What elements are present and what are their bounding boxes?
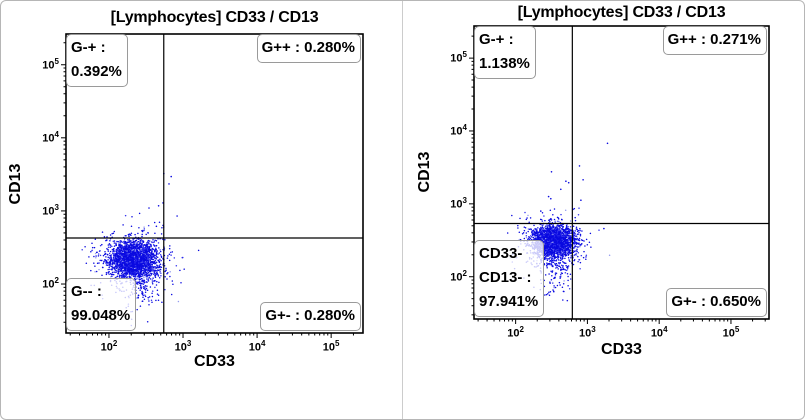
x-axis-label-right: CD33: [601, 341, 642, 358]
plot-border: [65, 33, 364, 334]
quadrant-stat-left-Gplusminus: G+- : 0.280%: [260, 302, 361, 331]
x-tick-label: 102: [507, 325, 524, 340]
stat-line: G+- : 0.280%: [265, 307, 355, 324]
x-tick-label: 105: [322, 339, 340, 354]
stat-line: 0.392%: [71, 63, 122, 80]
y-tick-label: 103: [450, 195, 467, 211]
quadrant-stat-left-Gminusminus: G-- : 99.048%: [66, 278, 137, 331]
quadrant-stat-left-Gplusplus: G++ : 0.280%: [256, 34, 361, 63]
plot-border: [473, 25, 770, 320]
scatter-points: [81, 172, 200, 327]
quadrant-stat-left-Gminusplus: G-+ : 0.392%: [66, 34, 128, 87]
y-tick-label: 105: [42, 56, 59, 72]
stat-line: CD13- :: [479, 269, 532, 286]
stat-line: 97.941%: [479, 293, 539, 310]
stat-line: G++ : 0.271%: [667, 31, 761, 48]
x-tick-label: 104: [650, 325, 668, 340]
stat-line: G+- : 0.650%: [671, 293, 761, 310]
quadrant-stat-right-Gplusplus: G++ : 0.271%: [662, 26, 767, 55]
stat-line: CD33-: [479, 245, 523, 262]
x-tick-label: 105: [722, 325, 740, 340]
x-tick-label: 103: [579, 325, 596, 340]
y-tick-label: 103: [42, 202, 59, 218]
quadrant-stat-right-Gplusminus: G+- : 0.650%: [666, 288, 767, 317]
plot-area-left[interactable]: [61, 33, 364, 338]
x-tick-label: 103: [174, 339, 192, 354]
panel-divider: [402, 1, 403, 419]
x-tick-label: 104: [248, 339, 266, 354]
quadrant-stat-right-CD33negCD13neg: CD33- CD13- : 97.941%: [474, 240, 545, 317]
plot-title-left: [Lymphocytes] CD33 / CD13: [110, 9, 319, 26]
y-tick-label: 104: [450, 122, 467, 138]
y-tick-label: 102: [450, 268, 467, 284]
y-axis-label-left: CD13: [7, 163, 24, 205]
x-tick-label: 102: [100, 339, 118, 354]
stat-line: G-+ :: [71, 39, 106, 56]
y-tick-label: 102: [42, 276, 59, 291]
plot-title-right: [Lymphocytes] CD33 / CD13: [517, 4, 726, 21]
stat-line: G++ : 0.280%: [261, 39, 355, 56]
y-tick-label: 104: [42, 129, 59, 145]
x-axis-label-left: CD33: [194, 353, 235, 370]
y-tick-label: 105: [450, 50, 467, 65]
stat-line: G-- :: [71, 283, 102, 300]
stat-line: 99.048%: [71, 307, 131, 324]
stat-line: 1.138%: [479, 55, 530, 72]
stat-line: G-+ :: [479, 31, 514, 48]
quadrant-stat-right-Gminusplus: G-+ : 1.138%: [474, 26, 536, 79]
